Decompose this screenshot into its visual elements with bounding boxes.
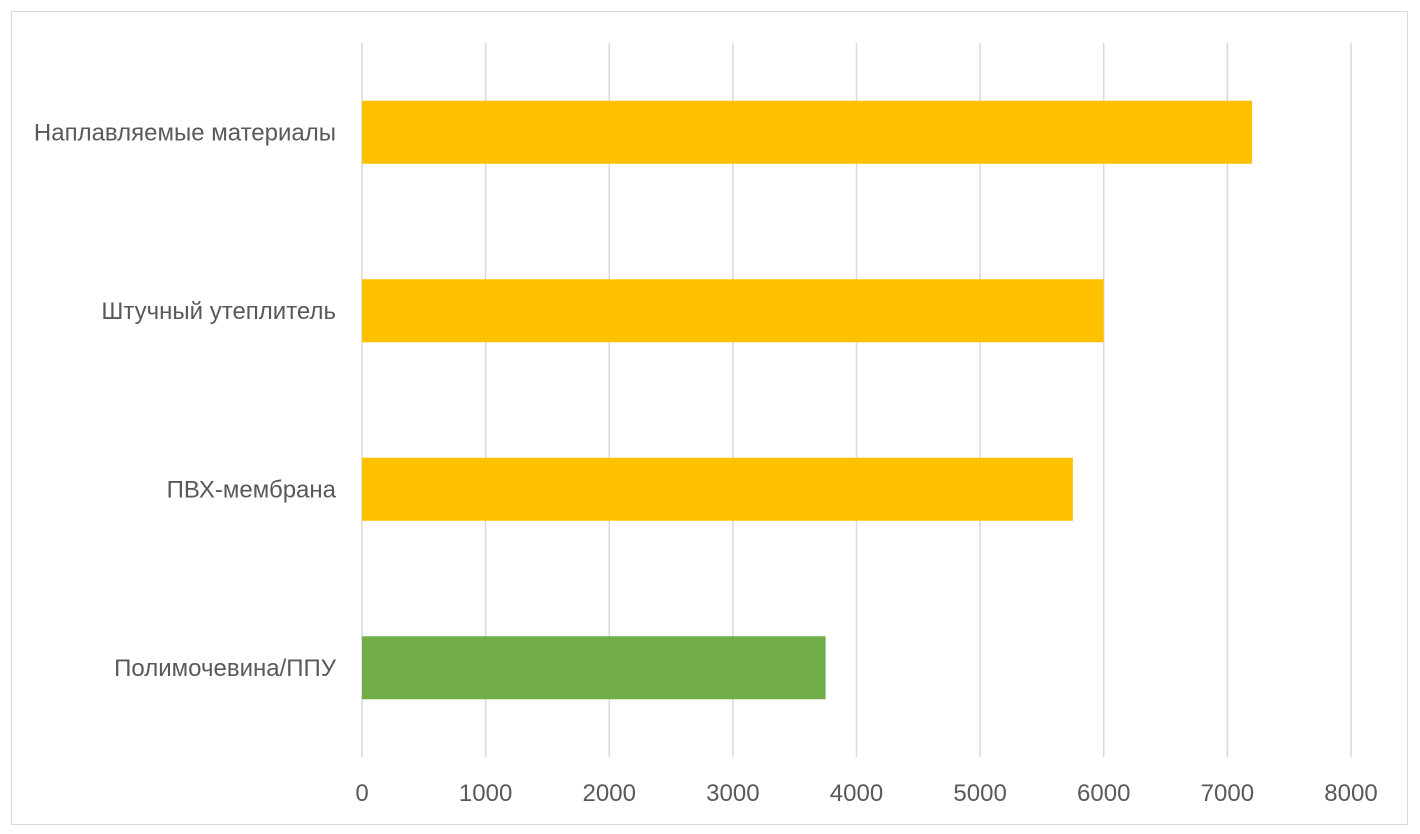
bars bbox=[362, 100, 1253, 700]
x-tick-label: 8000 bbox=[1324, 780, 1377, 807]
x-axis-tick-labels: 0 1000 2000 3000 4000 5000 6000 7000 8000 bbox=[355, 780, 1377, 807]
x-tick-label: 5000 bbox=[953, 780, 1006, 807]
x-tick-label: 4000 bbox=[830, 780, 883, 807]
x-tick-label: 7000 bbox=[1201, 780, 1254, 807]
x-tick-label: 0 bbox=[355, 780, 368, 807]
x-tick-label: 1000 bbox=[459, 780, 512, 807]
category-label: Штучный утеплитель bbox=[101, 298, 336, 325]
bar-1 bbox=[362, 100, 1253, 164]
bar-3 bbox=[362, 457, 1073, 521]
x-tick-label: 2000 bbox=[583, 780, 636, 807]
bar-4 bbox=[362, 636, 826, 700]
category-label: ПВХ-мембрана bbox=[167, 476, 337, 503]
category-label: Полимочевина/ППУ bbox=[114, 655, 337, 682]
category-labels: Наплавляемые материалы Штучный утеплитель… bbox=[34, 119, 337, 682]
category-label: Наплавляемые материалы bbox=[34, 119, 336, 146]
bar-2 bbox=[362, 279, 1104, 343]
x-tick-label: 3000 bbox=[706, 780, 759, 807]
x-tick-label: 6000 bbox=[1077, 780, 1130, 807]
